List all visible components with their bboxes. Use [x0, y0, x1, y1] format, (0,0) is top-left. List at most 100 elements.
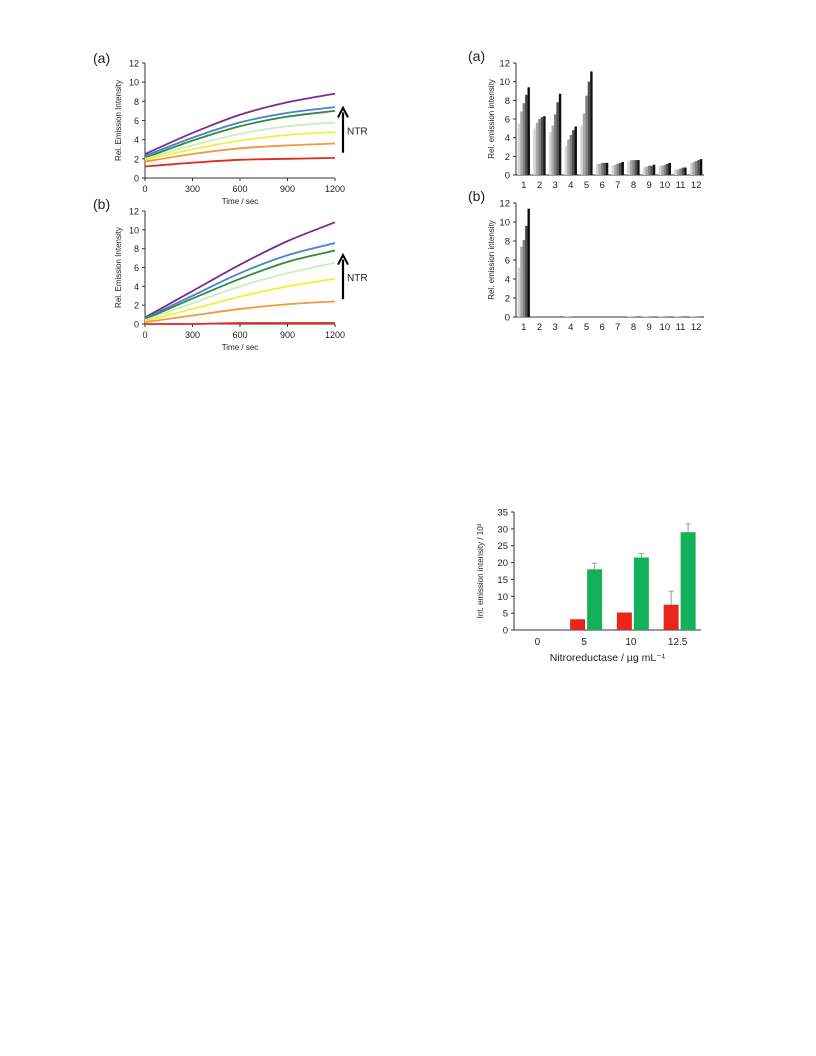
ntr-arrow-head	[337, 105, 349, 118]
y-tick-label: 4	[134, 135, 139, 145]
bar	[527, 87, 530, 175]
y-tick-label: 2	[505, 294, 510, 305]
x-tick-label: 1200	[325, 184, 345, 194]
bar	[598, 163, 601, 175]
bar	[611, 165, 615, 175]
bar	[690, 162, 693, 175]
bar	[569, 134, 573, 175]
line-chart-a: (a) 0 2 4 6 8 10 12 0 300 600 900 1200 Time / sec Rel…	[80, 50, 380, 215]
y-tick-label: 2	[134, 154, 139, 164]
y-tick-label: 15	[497, 575, 508, 586]
x-axis-label: Time / sec	[222, 343, 259, 352]
y-tick-label: 4	[134, 282, 139, 292]
x-tick-label: 7	[615, 180, 620, 188]
bar	[533, 128, 536, 175]
panel-label: (a)	[468, 48, 486, 64]
series-line-6	[144, 300, 336, 324]
x-tick-label: 7	[615, 322, 620, 333]
x-tick-label: 8	[631, 180, 636, 188]
x-tick-label: 11	[676, 322, 686, 333]
bar	[522, 240, 526, 317]
bar	[572, 130, 575, 175]
y-tick-label: 4	[505, 133, 510, 144]
bar	[676, 169, 680, 175]
x-tick-label: 900	[280, 330, 295, 340]
y-tick-label: 20	[497, 558, 508, 569]
x-tick-label: 3	[553, 180, 558, 188]
series-line-7	[144, 156, 336, 168]
ntr-annotation: NTR	[347, 273, 368, 284]
y-axis-label: Rel. emission intensity	[487, 79, 496, 159]
bar	[616, 163, 620, 175]
bar	[621, 161, 624, 175]
series-line-4	[144, 121, 336, 160]
bar	[616, 612, 632, 630]
bar	[627, 161, 630, 175]
y-tick-label: 5	[503, 609, 508, 620]
y-axis-label: Rel. Emission Intensity	[114, 227, 123, 308]
y-tick-label: 8	[505, 237, 510, 248]
x-tick-label: 300	[185, 184, 200, 194]
bar	[647, 165, 651, 175]
y-tick-label: 6	[505, 256, 510, 267]
bar	[645, 166, 648, 175]
bar	[619, 162, 622, 175]
series-line-2	[144, 242, 336, 320]
bar-chart-nitroreductase: 0 5 10 15 20 25 30 35 Int. emission intensity / …	[466, 500, 716, 685]
bar	[658, 165, 662, 175]
series-line-7	[144, 322, 335, 325]
bar	[650, 165, 653, 175]
y-tick-label: 2	[505, 152, 510, 163]
y-tick-label: 35	[497, 508, 508, 519]
y-tick-label: 0	[505, 171, 510, 182]
x-tick-label: 0	[535, 637, 541, 648]
y-tick-label: 8	[505, 96, 510, 107]
x-tick-label: 3	[553, 322, 558, 333]
x-tick-label: 5	[584, 180, 589, 188]
x-tick-label: 12	[691, 180, 702, 188]
bar	[553, 114, 557, 175]
ntr-arrow-head	[337, 252, 349, 266]
bar	[697, 160, 700, 175]
x-tick-label: 6	[600, 322, 605, 333]
y-tick-label: 12	[129, 59, 139, 69]
bar	[574, 126, 577, 175]
series-line-2	[144, 106, 336, 157]
bar	[629, 160, 633, 175]
bar	[570, 619, 586, 630]
x-tick-label: 2	[537, 322, 542, 333]
bar	[549, 132, 552, 175]
bar	[668, 162, 671, 175]
bar	[522, 103, 526, 175]
x-tick-label: 12.5	[668, 637, 688, 648]
y-tick-label: 6	[134, 116, 139, 126]
x-tick-label: 5	[581, 637, 587, 648]
y-tick-label: 10	[129, 225, 139, 235]
x-tick-label: 1200	[325, 330, 345, 340]
series-line-5	[144, 277, 336, 323]
bar	[663, 164, 667, 175]
bar	[633, 557, 649, 630]
y-tick-label: 0	[134, 320, 139, 330]
y-tick-label: 0	[134, 174, 139, 184]
x-tick-label: 1	[521, 180, 526, 188]
bar	[587, 81, 591, 175]
y-tick-label: 0	[503, 626, 508, 637]
y-tick-label: 6	[134, 263, 139, 273]
series-line-1	[144, 92, 336, 155]
series-line-3	[144, 249, 336, 321]
x-tick-label: 12	[691, 322, 702, 333]
bar	[538, 119, 541, 175]
y-tick-label: 4	[505, 275, 510, 286]
bar	[558, 93, 562, 175]
bar	[551, 125, 554, 175]
x-axis-label: Nitroreductase / µg mL⁻¹	[550, 652, 666, 664]
bar	[527, 208, 530, 317]
x-tick-label: 10	[660, 322, 671, 333]
x-tick-label: 0	[142, 330, 147, 340]
x-tick-label: 10	[625, 637, 637, 648]
bar	[632, 160, 635, 175]
bar	[699, 159, 703, 175]
